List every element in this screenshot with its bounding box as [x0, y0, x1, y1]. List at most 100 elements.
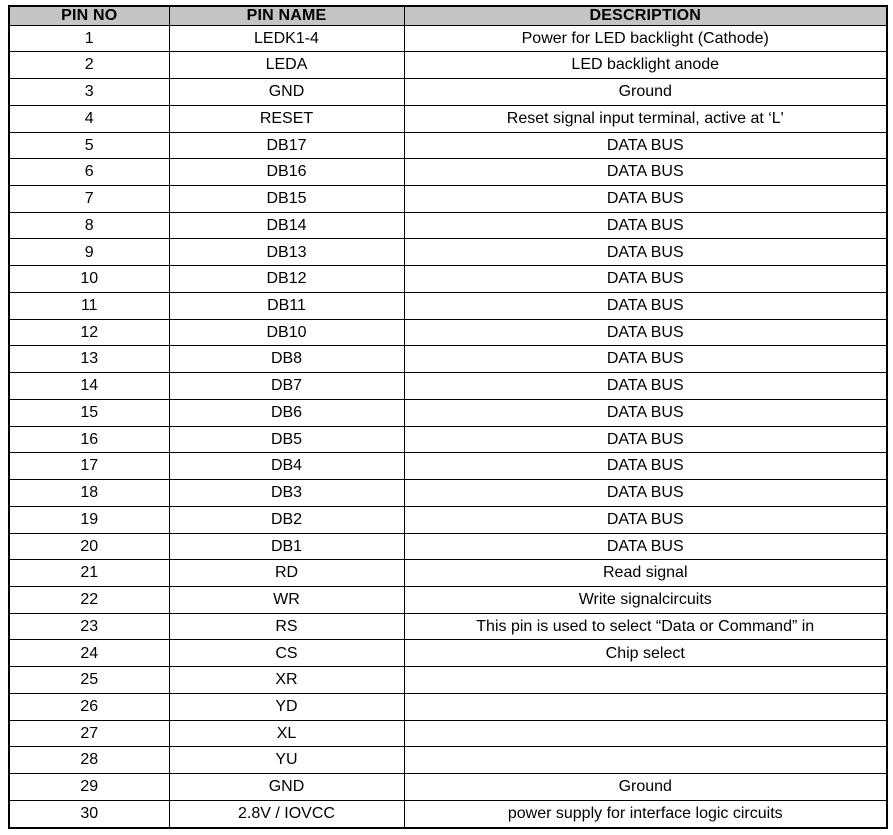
col-header-description: DESCRIPTION — [403, 5, 888, 26]
pin-name-cell: DB7 — [168, 372, 405, 400]
description-cell — [403, 746, 888, 775]
pin-no-cell: 16 — [8, 425, 170, 454]
table-row: 18 DB3 DATA BUS — [8, 479, 888, 507]
pin-no-cell: 18 — [8, 479, 170, 507]
description-cell: DATA BUS — [403, 158, 888, 186]
pin-name-cell: XR — [168, 666, 405, 694]
pin-name-cell: 2.8V / IOVCC — [168, 799, 405, 829]
table-row: 2 LEDA LED backlight anode — [8, 51, 888, 80]
table-row: 5 DB17 DATA BUS — [8, 131, 888, 160]
table-row: 24 CS Chip select — [8, 639, 888, 668]
pin-no-cell: 5 — [8, 131, 170, 160]
table-row: 12 DB10 DATA BUS — [8, 318, 888, 347]
pin-name-cell: DB3 — [168, 479, 405, 507]
table-row: 14 DB7 DATA BUS — [8, 372, 888, 400]
pin-name-cell: WR — [168, 586, 405, 614]
pin-name-cell: RESET — [168, 104, 405, 133]
description-cell: DATA BUS — [403, 479, 888, 507]
description-cell: Ground — [403, 78, 888, 106]
pin-name-cell: RD — [168, 559, 405, 588]
pin-no-cell: 8 — [8, 211, 170, 240]
pin-no-cell: 7 — [8, 185, 170, 213]
pin-no-cell: 15 — [8, 398, 170, 427]
pin-name-cell: DB11 — [168, 291, 405, 320]
pin-name-cell: LEDK1-4 — [168, 24, 405, 53]
description-cell — [403, 666, 888, 694]
pin-name-cell: GND — [168, 78, 405, 106]
table-row: 26 YD — [8, 692, 888, 721]
table-row: 22 WR Write signalcircuits — [8, 586, 888, 614]
description-cell: DATA BUS — [403, 238, 888, 267]
table-body: 1 LEDK1-4 Power for LED backlight (Cathode… — [8, 24, 888, 829]
pin-no-cell: 17 — [8, 452, 170, 481]
table-row: 15 DB6 DATA BUS — [8, 398, 888, 427]
pin-name-cell: YU — [168, 746, 405, 775]
table-row: 17 DB4 DATA BUS — [8, 452, 888, 481]
pin-no-cell: 24 — [8, 639, 170, 668]
pin-no-cell: 21 — [8, 559, 170, 588]
pin-no-cell: 26 — [8, 692, 170, 721]
table-row: 23 RS This pin is used to select “Data or … — [8, 612, 888, 641]
pin-no-cell: 28 — [8, 746, 170, 775]
table-row: 29 GND Ground — [8, 773, 888, 801]
pin-name-cell: GND — [168, 773, 405, 801]
table-row: 6 DB16 DATA BUS — [8, 158, 888, 186]
pin-name-cell: DB12 — [168, 265, 405, 293]
table-row: 7 DB15 DATA BUS — [8, 185, 888, 213]
description-cell: power supply for interface logic circuit… — [403, 799, 888, 829]
table-row: 8 DB14 DATA BUS — [8, 211, 888, 240]
pin-name-cell: DB14 — [168, 211, 405, 240]
description-cell: DATA BUS — [403, 265, 888, 293]
pin-name-cell: DB15 — [168, 185, 405, 213]
description-cell: DATA BUS — [403, 185, 888, 213]
pin-no-cell: 30 — [8, 799, 170, 829]
table-row: 25 XR — [8, 666, 888, 694]
description-cell: DATA BUS — [403, 211, 888, 240]
description-cell: DATA BUS — [403, 372, 888, 400]
description-cell: LED backlight anode — [403, 51, 888, 80]
table-row: 10 DB12 DATA BUS — [8, 265, 888, 293]
pin-name-cell: LEDA — [168, 51, 405, 80]
table-row: 16 DB5 DATA BUS — [8, 425, 888, 454]
pin-name-cell: RS — [168, 612, 405, 641]
pin-name-cell: DB13 — [168, 238, 405, 267]
table-row: 28 YU — [8, 746, 888, 775]
pin-name-cell: DB6 — [168, 398, 405, 427]
pin-no-cell: 9 — [8, 238, 170, 267]
description-cell: DATA BUS — [403, 505, 888, 534]
description-cell: DATA BUS — [403, 532, 888, 561]
pin-no-cell: 1 — [8, 24, 170, 53]
pin-no-cell: 22 — [8, 586, 170, 614]
pin-name-cell: DB5 — [168, 425, 405, 454]
pin-no-cell: 6 — [8, 158, 170, 186]
pin-name-cell: DB10 — [168, 318, 405, 347]
pin-no-cell: 12 — [8, 318, 170, 347]
description-cell: DATA BUS — [403, 318, 888, 347]
description-cell: DATA BUS — [403, 131, 888, 160]
table-row: 4 RESET Reset signal input terminal, activ… — [8, 104, 888, 133]
table-row: 27 XL — [8, 719, 888, 748]
description-cell: Reset signal input terminal, active at ‘… — [403, 104, 888, 133]
table-row: 21 RD Read signal — [8, 559, 888, 588]
description-cell — [403, 692, 888, 721]
pin-name-cell: DB1 — [168, 532, 405, 561]
description-cell: Chip select — [403, 639, 888, 668]
header-row: PIN NO PIN NAME DESCRIPTION — [8, 5, 888, 26]
pin-no-cell: 3 — [8, 78, 170, 106]
col-header-pin-no: PIN NO — [8, 5, 170, 26]
pin-no-cell: 19 — [8, 505, 170, 534]
table-row: 19 DB2 DATA BUS — [8, 505, 888, 534]
description-cell: DATA BUS — [403, 291, 888, 320]
pin-name-cell: DB4 — [168, 452, 405, 481]
pin-no-cell: 14 — [8, 372, 170, 400]
pin-no-cell: 10 — [8, 265, 170, 293]
table-row: 1 LEDK1-4 Power for LED backlight (Cathode… — [8, 24, 888, 53]
table-row: 13 DB8 DATA BUS — [8, 345, 888, 374]
description-cell: DATA BUS — [403, 452, 888, 481]
description-cell — [403, 719, 888, 748]
description-cell: This pin is used to select “Data or Comm… — [403, 612, 888, 641]
description-cell: Read signal — [403, 559, 888, 588]
pin-name-cell: DB2 — [168, 505, 405, 534]
table-row: 3 GND Ground — [8, 78, 888, 106]
